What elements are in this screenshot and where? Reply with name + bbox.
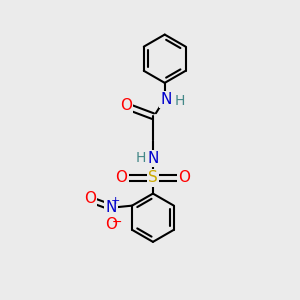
Text: N: N (105, 200, 116, 214)
Text: S: S (148, 170, 158, 185)
Text: H: H (175, 94, 185, 108)
Text: N: N (160, 92, 172, 107)
Text: O: O (84, 191, 96, 206)
Text: O: O (116, 170, 128, 185)
Text: H: H (135, 151, 146, 165)
Text: O: O (105, 217, 117, 232)
Text: −: − (112, 216, 123, 229)
Text: O: O (120, 98, 132, 113)
Text: +: + (111, 196, 120, 206)
Text: N: N (147, 151, 159, 166)
Text: O: O (178, 170, 190, 185)
